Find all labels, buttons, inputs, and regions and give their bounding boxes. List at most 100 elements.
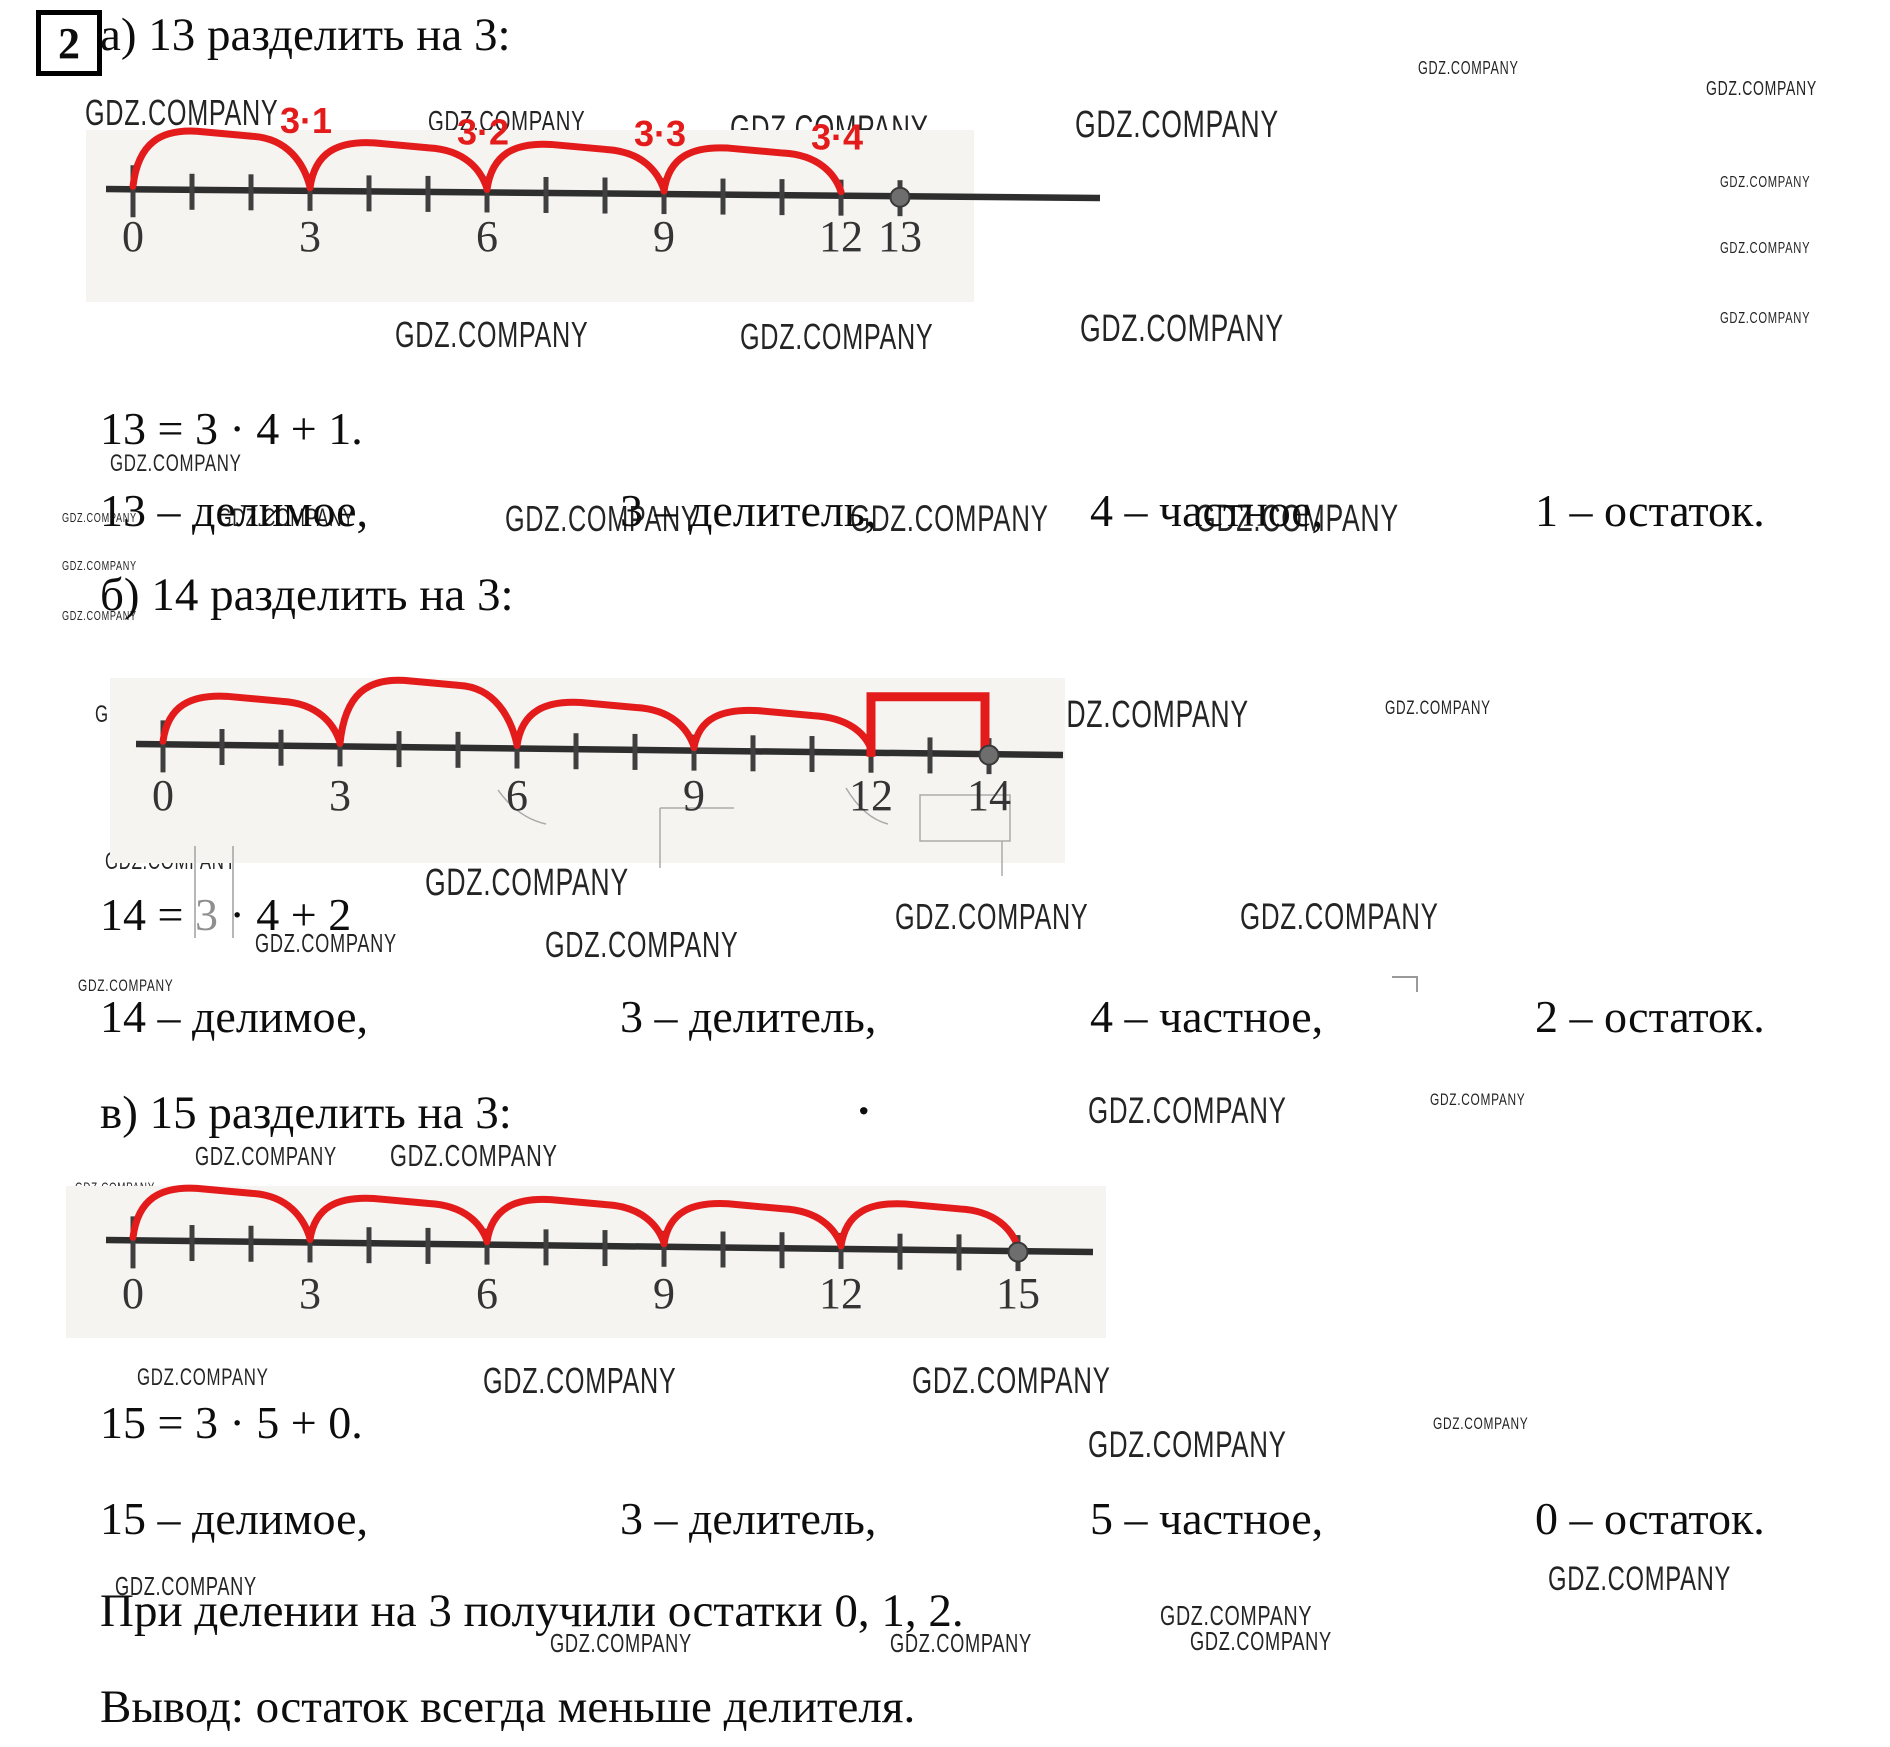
watermark: GDZ.COMPANY: [850, 498, 1049, 539]
tick-label: 15: [996, 1269, 1040, 1318]
watermark: GDZ.COMPANY: [1385, 698, 1491, 719]
watermark: GDZ.COMPANY: [1706, 78, 1817, 100]
watermark: GDZ.COMPANY: [195, 1141, 337, 1171]
term-divisor: 3 – делитель,: [620, 485, 877, 536]
term-quotient: 4 – частное,: [1090, 991, 1324, 1042]
tick-label: 6: [506, 771, 528, 820]
equation-b-post: · 4 + 2: [217, 889, 352, 940]
watermark: GDZ.COMPANY: [1080, 308, 1284, 350]
tick-label: 0: [152, 771, 174, 820]
tick-label: 3: [299, 212, 321, 261]
scan-artifact: [232, 846, 234, 938]
equation-b: 14 = 3 · 4 + 2: [100, 888, 351, 941]
scan-artifact: [1392, 976, 1418, 992]
term-remainder: 1 – остаток.: [1535, 485, 1765, 536]
watermark: GDZ.COMPANY: [255, 928, 397, 958]
equation-a: 13 = 3 · 4 + 1.: [100, 402, 363, 455]
tick-label: 6: [476, 212, 498, 261]
arc-label: 3·2: [457, 111, 509, 152]
watermark: GDZ.COMPANY: [395, 314, 589, 355]
tick-label: 3: [299, 1269, 321, 1318]
division-arc: [306, 1194, 491, 1245]
watermark: GDZ.COMPANY: [1045, 694, 1249, 736]
watermark: GDZ.COMPANY: [505, 498, 699, 539]
tick-label: 12: [819, 1269, 863, 1318]
division-arc: [483, 1195, 668, 1247]
tick-label: 12: [849, 771, 893, 820]
watermark: GDZ.COMPANY: [1433, 1414, 1529, 1433]
arc-label: 3·1: [280, 100, 332, 141]
tick-label: 3: [329, 771, 351, 820]
division-arc: [660, 144, 845, 196]
watermark: GDZ.COMPANY: [890, 1628, 1032, 1658]
scan-artifact: [919, 794, 1011, 842]
term-quotient: 4 – частное,: [1090, 485, 1324, 536]
watermark: GDZ.COMPANY: [1548, 1560, 1732, 1598]
summary-text: При делении на 3 получили остатки 0, 1, …: [100, 1585, 964, 1637]
terms-row-b: 14 – делимое, 3 – делитель, 4 – частное,…: [0, 990, 1890, 1050]
tick-label: 6: [476, 1269, 498, 1318]
watermark: GDZ.COMPANY: [78, 976, 174, 995]
watermark: GDZ.COMPANY: [218, 504, 355, 532]
division-arc: [306, 139, 491, 192]
problem-number: 2: [58, 18, 80, 68]
equation-a-post: · 4 + 1.: [217, 403, 363, 454]
watermark: GDZ.COMPANY: [550, 1628, 692, 1658]
watermark: GDZ.COMPANY: [1088, 1090, 1287, 1131]
end-dot: [1007, 1241, 1029, 1263]
watermark: GDZ.COMPANY: [483, 1360, 677, 1401]
equation-b-divisor: 3: [194, 889, 218, 940]
end-dot: [889, 186, 911, 208]
scan-artifact: [194, 846, 196, 938]
part-v-heading: в) 15 разделить на 3:: [100, 1087, 512, 1139]
term-remainder: 0 – остаток.: [1535, 1493, 1765, 1544]
watermark: GDZ.COMPANY: [912, 1360, 1111, 1401]
tick-label: 14: [967, 771, 1011, 820]
numberline-figure-a: 3·1 3·2 3·3 3·4 0 3 6 9 12 13: [86, 100, 1101, 302]
scan-artifact: [845, 787, 889, 825]
watermark: GDZ.COMPANY: [62, 558, 137, 573]
division-arc: [336, 676, 521, 749]
watermark: GDZ.COMPANY: [115, 1571, 257, 1601]
equation-a-divisor: 3: [194, 403, 218, 454]
watermark: GDZ.COMPANY: [1240, 896, 1439, 937]
watermark: GDZ.COMPANY: [1720, 240, 1811, 257]
tick-label: 0: [122, 212, 144, 261]
equation-v-divisor: 3: [194, 1397, 218, 1448]
watermark: GDZ.COMPANY: [137, 1364, 269, 1391]
tick-label: 0: [122, 1269, 144, 1318]
watermark: GDZ.COMPANY: [895, 896, 1089, 937]
watermark: GDZ.COMPANY: [1075, 104, 1279, 146]
arc-label: 3·3: [634, 113, 686, 154]
tick-label: 9: [653, 1269, 675, 1318]
equation-v: 15 = 3 · 5 + 0.: [100, 1396, 363, 1449]
watermark: GDZ.COMPANY: [62, 608, 137, 623]
division-arc: [513, 698, 698, 751]
watermark: GDZ.COMPANY: [1720, 310, 1811, 327]
scan-background: [86, 130, 974, 302]
part-b-heading: б) 14 разделить на 3:: [100, 569, 514, 621]
stray-period: .: [858, 1073, 870, 1124]
watermark: GDZ.COMPANY: [390, 1138, 558, 1173]
remainder-bracket: [866, 692, 990, 757]
equation-v-post: · 5 + 0.: [217, 1397, 363, 1448]
number-line-axis: [105, 1236, 1094, 1256]
equation-b-pre: 14 =: [100, 889, 195, 940]
numberline-figure-v: 0 3 6 9 12 15: [66, 1184, 1106, 1338]
term-dividend: 15 – делимое,: [100, 1493, 368, 1544]
terms-row-a: 13 – делимое, 3 – делитель, 4 – частное,…: [0, 484, 1890, 544]
division-arc: [159, 692, 344, 746]
watermark: GDZ.COMPANY: [1190, 1626, 1332, 1656]
division-arc: [129, 1184, 314, 1242]
terms-row-v: 15 – делимое, 3 – делитель, 5 – частное,…: [0, 1492, 1890, 1552]
scan-background: [110, 678, 1065, 863]
watermark: GDZ.COMPANY: [1430, 1090, 1526, 1109]
end-dot: [978, 744, 1000, 766]
number-line-axis: [135, 740, 1064, 759]
conclusion-text: Вывод: остаток всегда меньше делителя.: [100, 1681, 916, 1733]
equation-v-pre: 15 =: [100, 1397, 195, 1448]
watermark: GDZ.COMPANY: [740, 316, 934, 357]
watermark: GDZ.COMPANY: [1195, 498, 1399, 540]
part-a-heading: а) 13 разделить на 3:: [100, 9, 511, 61]
